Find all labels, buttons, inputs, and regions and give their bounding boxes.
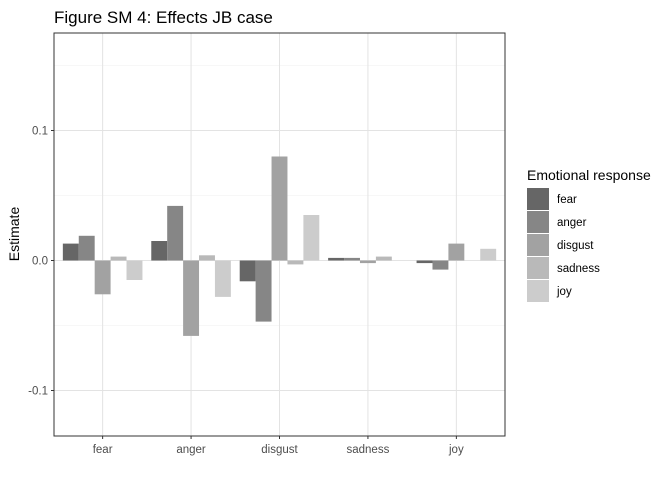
legend-title: Emotional response xyxy=(527,167,651,183)
bar-sadness-anger xyxy=(199,255,215,261)
bar-fear-fear xyxy=(62,243,79,261)
legend-swatch-fear xyxy=(527,188,549,210)
bar-sadness-disgust xyxy=(287,260,304,265)
y-tick-label: 0.0 xyxy=(32,256,48,268)
panel-border xyxy=(53,32,506,437)
x-tick-label: disgust xyxy=(261,444,298,456)
legend-swatch-sadness xyxy=(527,257,549,279)
bar-fear-anger xyxy=(151,241,168,261)
y-tick-label: -0.1 xyxy=(28,386,48,398)
legend-label-sadness: sadness xyxy=(557,263,600,275)
legend-swatch-disgust xyxy=(527,234,549,256)
legend: Emotional response fear anger disgust sadne… xyxy=(527,167,651,302)
plot-panel: -0.1 0.0 0.1 fear anger disgust sadness joy xyxy=(28,32,506,456)
bar-disgust-disgust xyxy=(271,156,288,261)
bar-anger-disgust xyxy=(255,260,272,322)
y-axis-label: Estimate xyxy=(6,207,22,262)
bar-anger-sadness xyxy=(344,257,360,261)
bar-disgust-fear xyxy=(94,260,111,295)
x-tick-label: anger xyxy=(176,444,206,456)
bar-sadness-sadness xyxy=(375,256,392,261)
bar-anger-anger xyxy=(167,205,184,261)
bar-fear-sadness xyxy=(328,257,345,261)
legend-label-anger: anger xyxy=(557,217,587,229)
bar-anger-fear xyxy=(78,235,95,261)
bar-sadness-fear xyxy=(110,256,127,261)
bar-fear-joy xyxy=(416,260,433,264)
bar-joy-anger xyxy=(214,260,231,297)
legend-label-fear: fear xyxy=(557,194,577,206)
x-tick-label: joy xyxy=(448,444,464,456)
bar-joy-fear xyxy=(126,260,143,280)
bar-disgust-joy xyxy=(448,243,465,261)
bar-disgust-sadness xyxy=(359,260,376,264)
legend-swatch-joy xyxy=(527,280,549,302)
y-tick-label: 0.1 xyxy=(32,126,48,138)
bar-joy-joy xyxy=(480,248,497,261)
bar-fear-disgust xyxy=(239,260,256,282)
legend-label-disgust: disgust xyxy=(557,240,594,252)
bar-joy-disgust xyxy=(303,215,320,261)
x-tick-label: fear xyxy=(93,444,113,456)
legend-label-joy: joy xyxy=(556,286,572,298)
x-tick-label: sadness xyxy=(347,444,390,456)
bar-disgust-anger xyxy=(183,260,200,336)
legend-swatch-anger xyxy=(527,211,549,233)
bar-anger-joy xyxy=(432,260,449,270)
chart-title: Figure SM 4: Effects JB case xyxy=(54,8,273,27)
